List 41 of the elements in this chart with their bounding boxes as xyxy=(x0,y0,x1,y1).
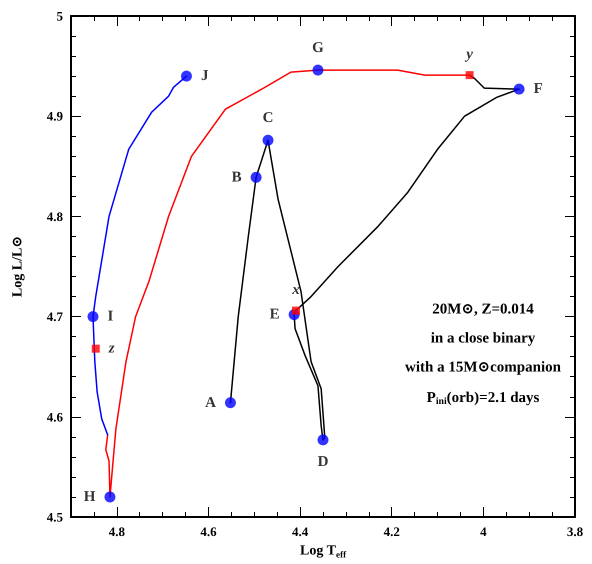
data-label: C xyxy=(262,110,274,126)
point xyxy=(88,311,98,322)
data-label: A xyxy=(205,394,216,411)
x-tick-label: 4.4 xyxy=(292,524,309,539)
annotation: 20M⊙, Z=0.014 xyxy=(432,302,534,318)
y-tick-label: 4.8 xyxy=(46,208,64,224)
data-label: G xyxy=(312,40,324,56)
data-label: D xyxy=(318,454,329,470)
point xyxy=(292,306,300,315)
data-label: H xyxy=(84,488,96,505)
data-label: z xyxy=(108,340,115,357)
y-tick-label: 4.7 xyxy=(46,309,64,324)
data-label: E xyxy=(270,306,280,323)
data-label: y xyxy=(464,46,474,63)
point xyxy=(262,134,274,146)
data-label: x xyxy=(291,282,300,298)
y-tick-label: 4.6 xyxy=(46,409,64,424)
point xyxy=(250,172,262,183)
y-tick-label: 4.9 xyxy=(46,108,64,124)
x-tick-label: 3.8 xyxy=(566,524,584,539)
point xyxy=(104,491,116,502)
point xyxy=(514,84,525,95)
point xyxy=(180,70,192,82)
data-label: I xyxy=(107,308,114,325)
y-tick-label: 5 xyxy=(56,8,64,24)
point xyxy=(224,397,236,408)
annotation: with a 15M⊙companion xyxy=(405,360,562,376)
y-tick-label: 4.5 xyxy=(46,510,64,524)
x-tick-label: 4 xyxy=(480,524,488,539)
point xyxy=(92,344,100,353)
data-label: J xyxy=(200,68,209,84)
y-axis-title: Log L/L⊙ xyxy=(10,236,26,298)
x-tick-label: 4.6 xyxy=(200,524,218,539)
point xyxy=(466,71,474,80)
data-label: B xyxy=(232,169,242,186)
point xyxy=(312,64,324,76)
data-label: F xyxy=(534,81,543,98)
x-tick-label: 4.2 xyxy=(384,524,400,539)
x-tick-label: 4.8 xyxy=(108,524,126,539)
point xyxy=(318,434,328,446)
annotation: in a close binary xyxy=(430,330,536,346)
